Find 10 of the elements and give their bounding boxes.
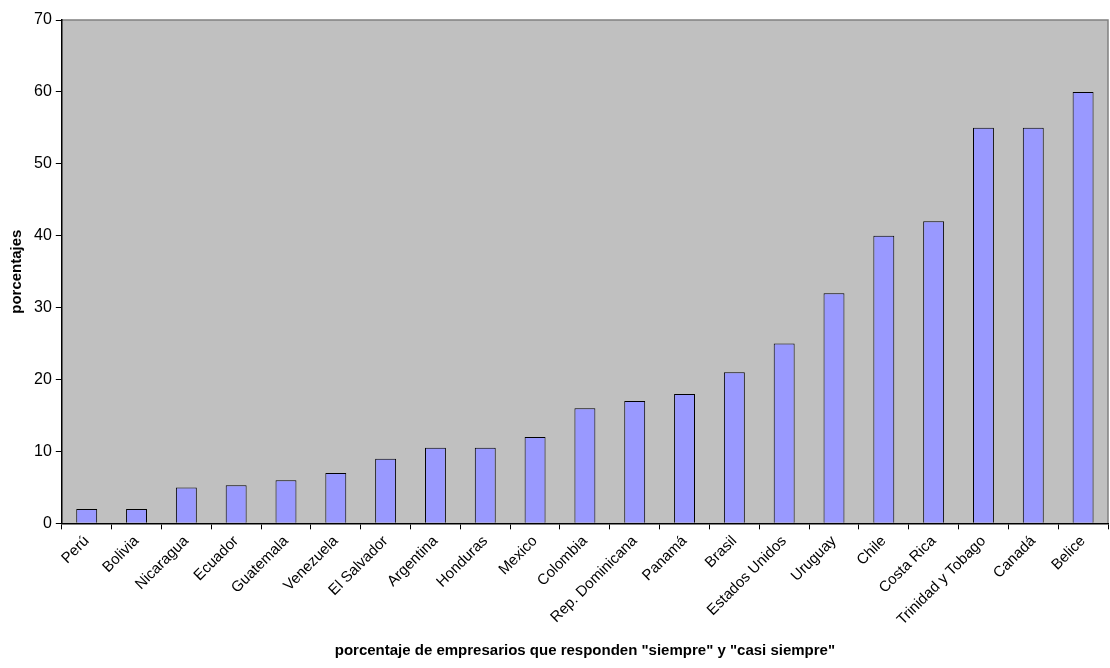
y-tick-label: 10 xyxy=(34,441,52,459)
y-tick-label: 20 xyxy=(34,369,52,387)
y-tick-label: 40 xyxy=(34,226,52,244)
y-tick-label: 70 xyxy=(34,10,52,28)
y-tick-label: 30 xyxy=(34,298,52,316)
y-tick-label: 50 xyxy=(34,154,52,172)
x-axis-title: porcentaje de empresarios que responden "siempre" y "casi siempre" xyxy=(334,641,836,659)
y-axis-title: porcentajes xyxy=(7,229,25,314)
y-tick-label: 60 xyxy=(34,82,52,100)
y-tick-label: 0 xyxy=(42,513,52,531)
